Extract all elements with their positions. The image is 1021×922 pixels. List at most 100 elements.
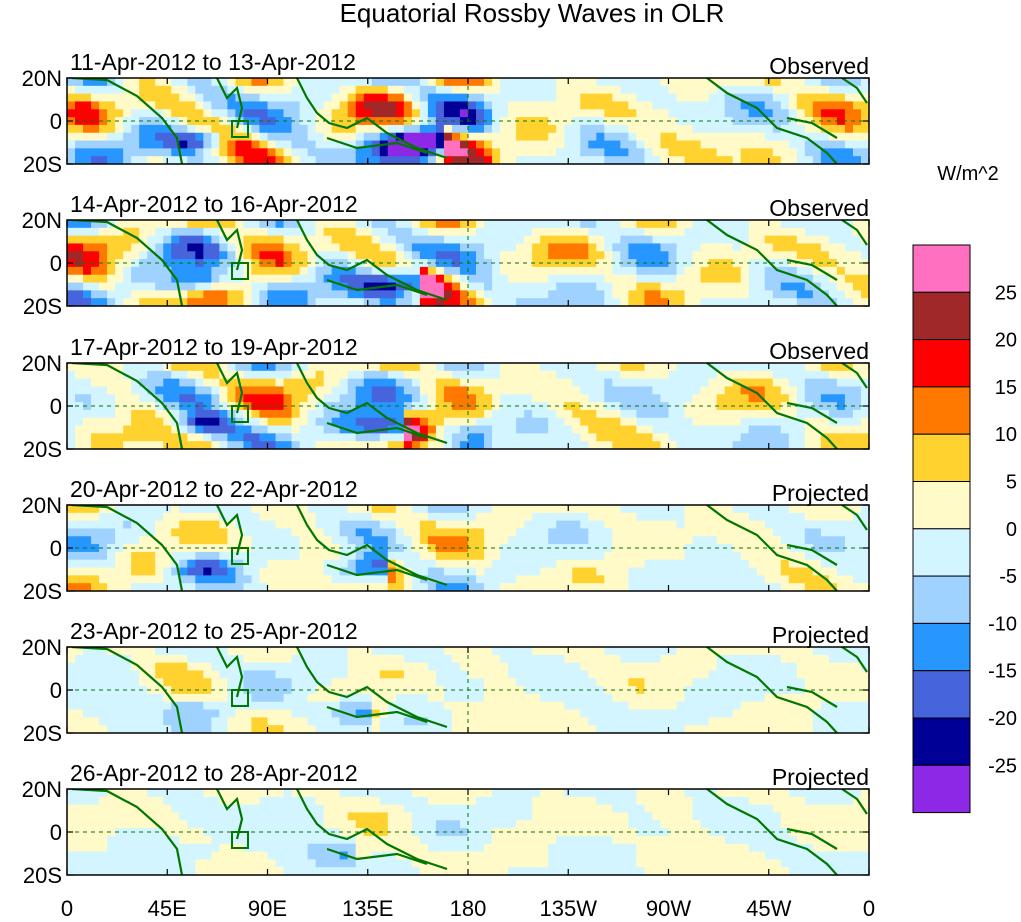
coastline — [326, 847, 428, 866]
colorbar-swatch — [912, 670, 971, 719]
panel-kind-label: Projected — [772, 480, 869, 506]
coastline — [296, 363, 448, 445]
latitude-tick-label: 20N — [22, 635, 62, 660]
colorbar-units: W/m^2 — [937, 163, 999, 185]
latitude-tick-label: 20S — [23, 294, 62, 319]
coastline — [841, 220, 868, 246]
colorbar-tick-label: 10 — [995, 424, 1017, 446]
map-panel: 20N 0 20S 14-Apr-2012 to 16-Apr-2012 Observe… — [22, 191, 870, 319]
longitude-tick-label: 0 — [61, 896, 73, 921]
map-panels: 20N 0 20S 11-Apr-2012 to 13-Apr-2012 Observe… — [22, 49, 870, 888]
latitude-tick-label: 20N — [22, 66, 62, 91]
panel-date-range: 14-Apr-2012 to 16-Apr-2012 — [70, 191, 358, 217]
latitude-tick-label: 0 — [50, 536, 62, 561]
figure-title: Equatorial Rossby Waves in OLR — [340, 0, 725, 28]
olr-anomaly-field — [67, 789, 869, 875]
coastline — [71, 789, 184, 875]
map-panel: 20N 0 20S 26-Apr-2012 to 28-Apr-2012 Project… — [22, 760, 870, 888]
colorbar-swatch — [912, 717, 971, 766]
longitude-tick-label: 0 — [863, 896, 875, 921]
coastline — [841, 789, 868, 815]
coastline — [326, 136, 428, 155]
coastline — [216, 363, 244, 414]
colorbar-swatch — [912, 433, 971, 483]
region-box — [231, 831, 249, 849]
coastline — [216, 505, 244, 556]
panel-kind-label: Observed — [769, 338, 869, 364]
panel-kind-label: Projected — [772, 622, 869, 648]
coastline — [216, 789, 244, 840]
colorbar-swatch — [912, 528, 971, 577]
region-box — [231, 262, 249, 280]
coastline — [786, 116, 838, 139]
map-panel: 20N 0 20S 23-Apr-2012 to 25-Apr-2012 Project… — [22, 618, 870, 746]
coastline — [71, 220, 184, 306]
coastline — [296, 220, 448, 302]
latitude-tick-label: 0 — [50, 678, 62, 703]
panel-date-range: 17-Apr-2012 to 19-Apr-2012 — [70, 334, 358, 360]
coastline — [216, 647, 244, 698]
colorbar-tick-label: 20 — [995, 330, 1017, 352]
coastline — [786, 401, 838, 424]
olr-anomaly-field — [67, 220, 869, 306]
colorbar-swatch — [912, 244, 971, 293]
latitude-tick-label: 20S — [23, 437, 62, 462]
colorbar-swatch — [912, 622, 971, 672]
coastline — [216, 78, 244, 129]
latitude-tick-label: 0 — [50, 251, 62, 276]
coastline — [841, 363, 868, 389]
olr-anomaly-field — [67, 363, 869, 449]
coastline — [296, 505, 448, 587]
colorbar-tick-label: 15 — [995, 377, 1017, 399]
coastline — [706, 789, 838, 875]
map-panel: 20N 0 20S 17-Apr-2012 to 19-Apr-2012 Observe… — [22, 334, 870, 462]
map-panel: 20N 0 20S 20-Apr-2012 to 22-Apr-2012 Project… — [22, 476, 870, 604]
region-box — [231, 547, 249, 565]
latitude-tick-label: 20S — [23, 863, 62, 888]
coastline — [296, 647, 448, 729]
coastline — [706, 220, 838, 306]
latitude-tick-label: 20N — [22, 351, 62, 376]
colorbar-tick-label: -10 — [988, 613, 1017, 635]
colorbar-swatch — [912, 575, 971, 624]
longitude-tick-label: 135W — [540, 896, 598, 921]
coastline — [786, 827, 838, 850]
latitude-tick-label: 20N — [22, 777, 62, 802]
coastline — [841, 78, 868, 104]
panel-date-range: 23-Apr-2012 to 25-Apr-2012 — [70, 618, 358, 644]
latitude-tick-label: 0 — [50, 394, 62, 419]
colorbar-swatch — [912, 764, 971, 814]
coastline — [326, 705, 428, 724]
longitude-tick-label: 45E — [148, 896, 187, 921]
region-box — [231, 689, 249, 707]
coastline — [71, 505, 184, 591]
colorbar-tick-label: 25 — [995, 282, 1017, 304]
coastline — [786, 543, 838, 566]
coastline — [326, 563, 428, 582]
map-panel: 20N 0 20S 11-Apr-2012 to 13-Apr-2012 Observe… — [22, 49, 870, 177]
coastline — [706, 647, 838, 733]
coastline — [326, 278, 428, 297]
colorbar-swatch — [912, 339, 971, 388]
latitude-tick-label: 20S — [23, 152, 62, 177]
colorbar-swatch — [912, 481, 971, 530]
longitude-axis: 0 45E 90E 135E 180 135W 90W 45W 0 — [61, 896, 875, 921]
colorbar-tick-label: -15 — [988, 661, 1017, 683]
coastline — [706, 363, 838, 449]
panel-date-range: 11-Apr-2012 to 13-Apr-2012 — [70, 49, 356, 75]
longitude-tick-label: 90E — [248, 896, 287, 921]
colorbar-tick-label: -25 — [988, 755, 1017, 777]
colorbar-tick-label: 5 — [1006, 472, 1017, 494]
olr-anomaly-field — [67, 78, 869, 164]
coastline — [786, 685, 838, 708]
longitude-tick-label: 90W — [646, 896, 691, 921]
colorbar-tick-label: -20 — [988, 708, 1017, 730]
coastline — [296, 789, 448, 871]
coastline — [71, 363, 184, 449]
coastline — [841, 647, 868, 673]
panel-kind-label: Projected — [772, 764, 869, 790]
latitude-tick-label: 20N — [22, 208, 62, 233]
colorbar-swatch — [912, 291, 971, 341]
region-box — [231, 120, 249, 138]
